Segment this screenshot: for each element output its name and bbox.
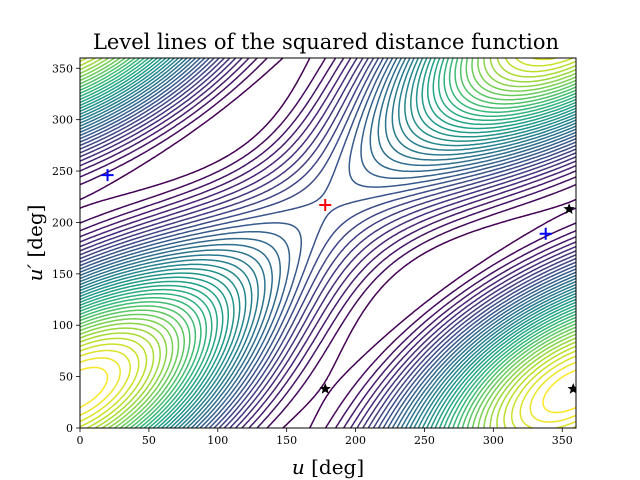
x-axis-ticks: 0 50 100 150 200 250 300 350: [77, 428, 573, 447]
y-tick-label: 0: [66, 422, 73, 435]
x-axis-label: u [deg]: [292, 455, 364, 479]
contour-lines: [80, 58, 576, 428]
y-axis-ticks: 0 50 100 150 200 250 300 350: [52, 62, 80, 435]
contour-level: [80, 58, 576, 428]
contour-level: [80, 58, 576, 428]
plot-frame: [79, 57, 577, 429]
contour-level: [80, 58, 576, 428]
maximum-cross-marker: [319, 198, 332, 211]
contour-level: [80, 58, 576, 428]
saddle-star-marker: [567, 382, 576, 394]
contour-level: [80, 58, 576, 428]
contour-level: [80, 58, 576, 428]
y-tick-label: 300: [52, 114, 73, 127]
saddle-star-marker: [319, 382, 331, 394]
contour-level: [80, 58, 576, 428]
saddle-star-marker: [563, 203, 575, 214]
y-tick-label: 350: [52, 62, 73, 75]
x-tick-label: 350: [552, 434, 573, 447]
contour-level: [80, 58, 576, 428]
contour-level: [80, 58, 576, 428]
x-tick-label: 300: [483, 434, 504, 447]
contour-level: [80, 58, 576, 428]
x-tick-label: 250: [414, 434, 435, 447]
y-tick-label: 150: [52, 268, 73, 281]
contour-level: [80, 58, 576, 428]
contour-level: [80, 366, 576, 414]
contour-level: [80, 58, 576, 428]
x-tick-label: 100: [207, 434, 228, 447]
x-tick-label: 150: [276, 434, 297, 447]
contour-level: [80, 58, 576, 428]
minimum-cross-marker: [101, 169, 114, 182]
y-tick-label: 250: [52, 165, 73, 178]
x-tick-label: 0: [77, 434, 84, 447]
y-tick-label: 100: [52, 319, 73, 332]
contour-level: [80, 58, 576, 428]
y-tick-label: 200: [52, 216, 73, 229]
contour-level: [80, 58, 576, 428]
contour-level: [80, 58, 576, 428]
y-axis-label: u′ [deg]: [23, 205, 47, 282]
chart-title: Level lines of the squared distance func…: [93, 30, 559, 54]
critical-point-markers: [101, 169, 576, 394]
x-tick-label: 50: [142, 434, 156, 447]
contour-level: [80, 58, 576, 428]
contour-level: [80, 58, 576, 428]
contour-level: [80, 58, 576, 428]
contour-level: [80, 357, 576, 423]
y-tick-label: 50: [59, 371, 73, 384]
contour-level: [80, 58, 576, 428]
x-tick-label: 200: [345, 434, 366, 447]
contour-level: [80, 58, 576, 428]
minimum-cross-marker: [539, 227, 552, 240]
